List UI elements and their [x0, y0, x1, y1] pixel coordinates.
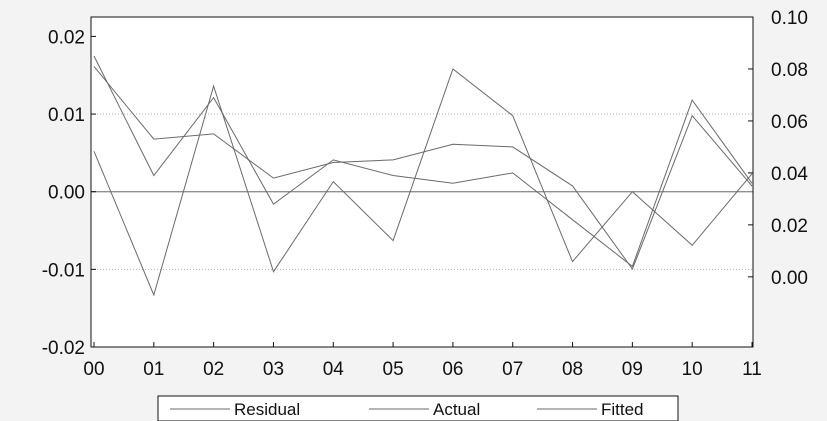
- left-tick-label-1: -0.01: [42, 260, 85, 281]
- x-tick-label-8: 08: [562, 359, 583, 380]
- left-tick-label-0: -0.02: [42, 338, 85, 359]
- left-tick-label-2: 0.00: [48, 183, 85, 204]
- right-tick-label-2: 0.04: [771, 164, 808, 185]
- legend-label-actual: Actual: [433, 400, 480, 419]
- legend-label-fitted: Fitted: [601, 400, 644, 419]
- right-tick-label-1: 0.02: [771, 216, 808, 237]
- legend-label-residual: Residual: [234, 400, 300, 419]
- x-tick-label-5: 05: [383, 359, 404, 380]
- x-tick-label-1: 01: [143, 359, 164, 380]
- right-tick-label-4: 0.08: [771, 60, 808, 81]
- x-tick-label-0: 00: [83, 359, 104, 380]
- x-tick-label-9: 09: [622, 359, 643, 380]
- x-axis: 00 01 02 03 04 05 06 07 08 09 10 11: [83, 342, 762, 380]
- series-layer: [93, 55, 753, 297]
- x-tick-label-11: 11: [742, 359, 762, 380]
- grid-layer: [91, 113, 753, 270]
- left-tick-label-3: 0.01: [48, 105, 85, 126]
- x-tick-label-7: 07: [502, 359, 523, 380]
- legend: Residual Actual Fitted: [157, 395, 679, 421]
- right-tick-label-0: 0.00: [771, 268, 808, 289]
- x-tick-label-3: 03: [263, 359, 284, 380]
- right-axis: 0.00 0.02 0.04 0.06 0.08 0.10: [748, 8, 808, 289]
- right-tick-label-3: 0.06: [771, 112, 808, 133]
- x-tick-label-6: 06: [442, 359, 463, 380]
- plot-frame: [90, 16, 754, 348]
- left-tick-label-4: 0.02: [48, 27, 85, 48]
- plot-area: [91, 17, 753, 347]
- x-tick-label-2: 02: [203, 359, 224, 380]
- x-tick-label-10: 10: [682, 359, 703, 380]
- right-tick-label-5: 0.10: [771, 8, 808, 29]
- left-axis: -0.02 -0.01 0.00 0.01 0.02: [42, 27, 96, 359]
- series-line-actual: [93, 55, 753, 268]
- series-line-residual: [93, 68, 753, 297]
- x-tick-label-4: 04: [323, 359, 345, 380]
- series-line-fitted: [93, 66, 753, 271]
